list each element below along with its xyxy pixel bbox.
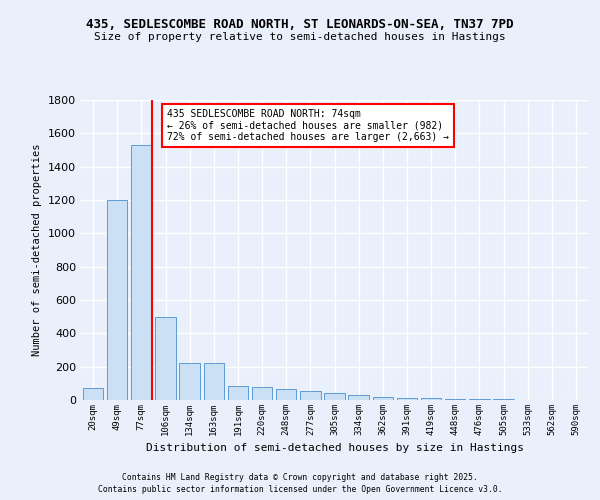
Bar xyxy=(131,145,152,400)
Bar xyxy=(324,392,345,400)
Bar xyxy=(252,386,272,400)
Y-axis label: Number of semi-detached properties: Number of semi-detached properties xyxy=(32,144,43,356)
Bar xyxy=(203,364,224,400)
Text: 435, SEDLESCOMBE ROAD NORTH, ST LEONARDS-ON-SEA, TN37 7PD: 435, SEDLESCOMBE ROAD NORTH, ST LEONARDS… xyxy=(86,18,514,30)
Text: Contains HM Land Registry data © Crown copyright and database right 2025.: Contains HM Land Registry data © Crown c… xyxy=(122,472,478,482)
Text: Size of property relative to semi-detached houses in Hastings: Size of property relative to semi-detach… xyxy=(94,32,506,42)
Bar xyxy=(179,364,200,400)
Text: 435 SEDLESCOMBE ROAD NORTH: 74sqm
← 26% of semi-detached houses are smaller (982: 435 SEDLESCOMBE ROAD NORTH: 74sqm ← 26% … xyxy=(167,109,449,142)
Bar xyxy=(469,399,490,400)
Bar xyxy=(227,386,248,400)
Bar xyxy=(107,200,127,400)
Bar xyxy=(397,398,417,400)
Bar xyxy=(300,391,320,400)
Bar xyxy=(276,389,296,400)
X-axis label: Distribution of semi-detached houses by size in Hastings: Distribution of semi-detached houses by … xyxy=(146,444,523,454)
Bar xyxy=(445,398,466,400)
Bar xyxy=(83,388,103,400)
Bar xyxy=(421,398,442,400)
Bar xyxy=(349,395,369,400)
Text: Contains public sector information licensed under the Open Government Licence v3: Contains public sector information licen… xyxy=(98,485,502,494)
Bar xyxy=(155,316,176,400)
Bar xyxy=(373,396,393,400)
